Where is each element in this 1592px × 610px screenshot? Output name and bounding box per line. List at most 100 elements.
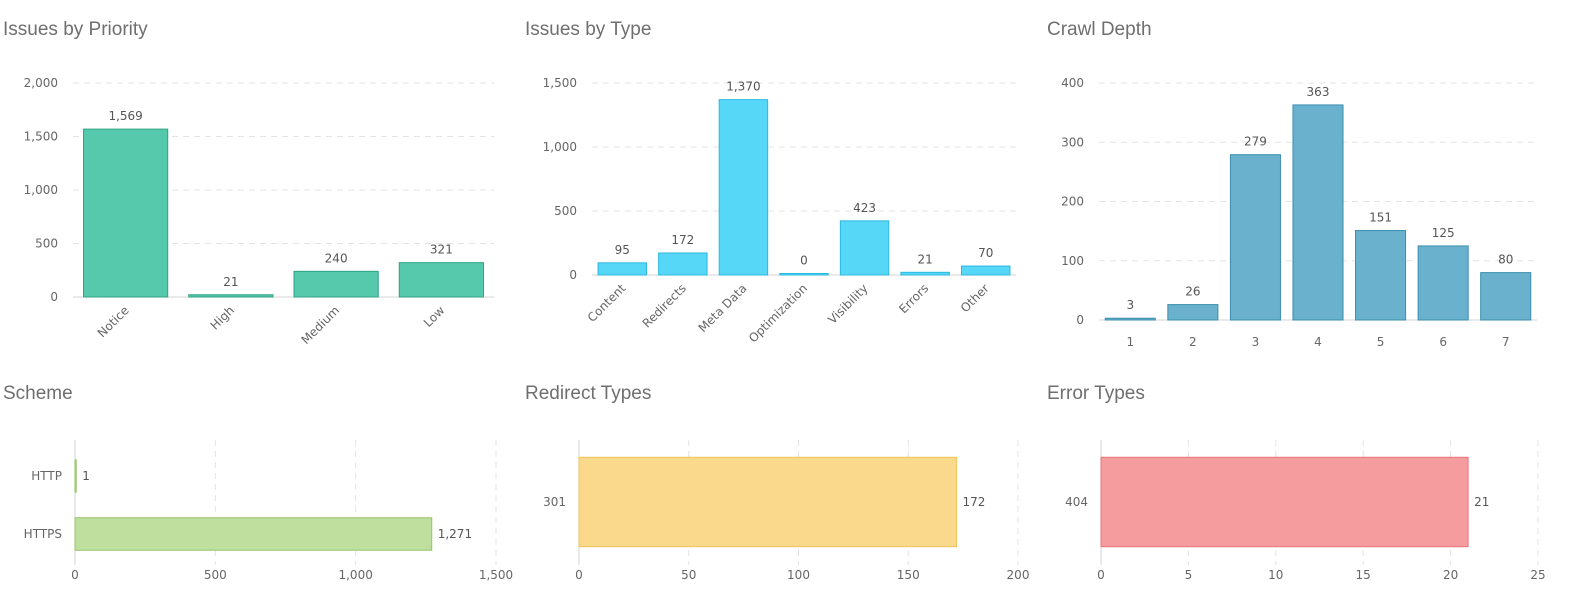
- bar: [597, 262, 648, 276]
- data-label: 95: [615, 243, 630, 257]
- bar: [1104, 317, 1156, 321]
- x-tick-label: 50: [681, 568, 696, 582]
- y-tick-label: 0: [1076, 313, 1084, 327]
- data-label: 0: [800, 254, 808, 268]
- x-tick-label: 5: [1377, 335, 1385, 349]
- y-tick-label: 200: [1061, 195, 1084, 209]
- bar: [293, 270, 379, 298]
- y-tick-label: 404: [1065, 495, 1088, 509]
- bar: [398, 262, 484, 298]
- data-label: 279: [1244, 135, 1267, 149]
- bar: [188, 294, 274, 298]
- x-tick-label: 500: [204, 568, 227, 582]
- bar: [658, 252, 708, 276]
- x-tick-label: 200: [1007, 568, 1030, 582]
- bar: [718, 99, 769, 276]
- bar: [779, 273, 829, 276]
- x-tick-label: Redirects: [640, 281, 689, 330]
- bar: [900, 271, 950, 276]
- data-label: 1,370: [726, 80, 760, 94]
- bar: [960, 265, 1011, 276]
- x-tick-label: Low: [421, 303, 448, 330]
- data-label: 363: [1307, 85, 1330, 99]
- bar: [83, 128, 169, 298]
- data-label: 172: [671, 233, 694, 247]
- x-tick-label: 4: [1314, 335, 1322, 349]
- chart-title: Error Types: [1047, 383, 1145, 404]
- chart-title: Issues by Priority: [3, 19, 148, 40]
- chart-panel-priority: Issues by Priority 0 500 1,000 1,500 2,000 1,…: [0, 0, 522, 378]
- x-tick-label: 0: [1097, 568, 1105, 582]
- type-bar-chart: 0 500 1,000 1,500 95 Content 172 Redirects 1,370…: [543, 76, 1016, 345]
- data-label: 26: [1185, 285, 1200, 299]
- x-tick-label: Notice: [95, 303, 132, 340]
- x-tick-label: Optimization: [746, 281, 810, 345]
- data-label: 21: [223, 275, 238, 289]
- data-label: 1: [82, 469, 90, 483]
- y-tick-label: 1,500: [543, 76, 577, 90]
- x-tick-label: Other: [958, 281, 992, 315]
- x-tick-label: 0: [71, 568, 79, 582]
- data-label: 3: [1126, 298, 1134, 312]
- x-tick-label: 10: [1268, 568, 1283, 582]
- bar: [1229, 154, 1281, 321]
- chart-panel-scheme: Scheme 0 500 1,000 1,500 1 HTTP 1,271 HTTPS: [0, 380, 522, 610]
- data-label: 172: [963, 495, 986, 509]
- bar: [1417, 245, 1469, 321]
- x-tick-label: 7: [1502, 335, 1510, 349]
- x-tick-label: 100: [787, 568, 810, 582]
- data-label: 21: [1474, 495, 1489, 509]
- bar: [1167, 304, 1219, 321]
- y-tick-label: 300: [1061, 135, 1084, 149]
- data-label: 321: [430, 243, 453, 257]
- x-tick-label: 20: [1443, 568, 1458, 582]
- bar: [74, 517, 433, 551]
- chart-title: Scheme: [3, 383, 73, 404]
- data-label: 70: [978, 246, 993, 260]
- chart-panel-depth: Crawl Depth 0 100 200 300 400 3 1 26 2 279 3 363 4 15…: [1044, 0, 1592, 378]
- x-tick-label: 6: [1439, 335, 1447, 349]
- error-hbar-chart: 0 5 10 15 20 25 21 404: [1065, 440, 1546, 582]
- data-label: 1,271: [438, 527, 472, 541]
- y-tick-label: 301: [543, 495, 566, 509]
- x-tick-label: Visibility: [825, 281, 870, 326]
- x-tick-label: 1,500: [479, 568, 513, 582]
- y-tick-label: HTTPS: [24, 527, 62, 541]
- bar: [1355, 230, 1407, 321]
- scheme-hbar-chart: 0 500 1,000 1,500 1 HTTP 1,271 HTTPS: [24, 440, 513, 582]
- chart-title: Issues by Type: [525, 19, 652, 40]
- depth-bar-chart: 0 100 200 300 400 3 1 26 2 279 3 363 4 151 5 125 6 80 7: [1061, 76, 1537, 349]
- x-tick-label: Meta Data: [696, 281, 750, 335]
- y-tick-label: 400: [1061, 76, 1084, 90]
- data-label: 1,569: [108, 109, 142, 123]
- chart-panel-redirect: Redirect Types 0 50 100 150 200 172 301: [522, 380, 1044, 610]
- x-tick-label: Content: [585, 281, 629, 325]
- x-tick-label: 5: [1185, 568, 1193, 582]
- y-tick-label: 0: [569, 268, 577, 282]
- bar: [578, 456, 958, 548]
- y-tick-label: 500: [35, 237, 58, 251]
- x-tick-label: 150: [897, 568, 920, 582]
- data-label: 151: [1369, 211, 1392, 225]
- x-tick-label: 2: [1189, 335, 1197, 349]
- x-tick-label: Errors: [896, 281, 931, 316]
- y-tick-label: 100: [1061, 254, 1084, 268]
- y-tick-label: 2,000: [24, 76, 58, 90]
- data-label: 80: [1498, 253, 1513, 267]
- y-tick-label: 0: [50, 290, 58, 304]
- x-tick-label: 0: [575, 568, 583, 582]
- x-tick-label: 1,000: [338, 568, 372, 582]
- y-tick-label: HTTP: [31, 469, 62, 483]
- y-tick-label: 1,500: [24, 130, 58, 144]
- chart-panel-error: Error Types 0 5 10 15 20 25 21 404: [1044, 380, 1592, 610]
- bar: [1100, 456, 1469, 548]
- data-label: 125: [1432, 226, 1455, 240]
- x-tick-label: 15: [1356, 568, 1371, 582]
- x-tick-label: 3: [1252, 335, 1260, 349]
- x-tick-label: 1: [1126, 335, 1134, 349]
- chart-title: Crawl Depth: [1047, 19, 1152, 40]
- redirect-hbar-chart: 0 50 100 150 200 172 301: [543, 440, 1030, 582]
- data-label: 423: [853, 201, 876, 215]
- y-tick-label: 500: [554, 204, 577, 218]
- data-label: 21: [918, 252, 933, 266]
